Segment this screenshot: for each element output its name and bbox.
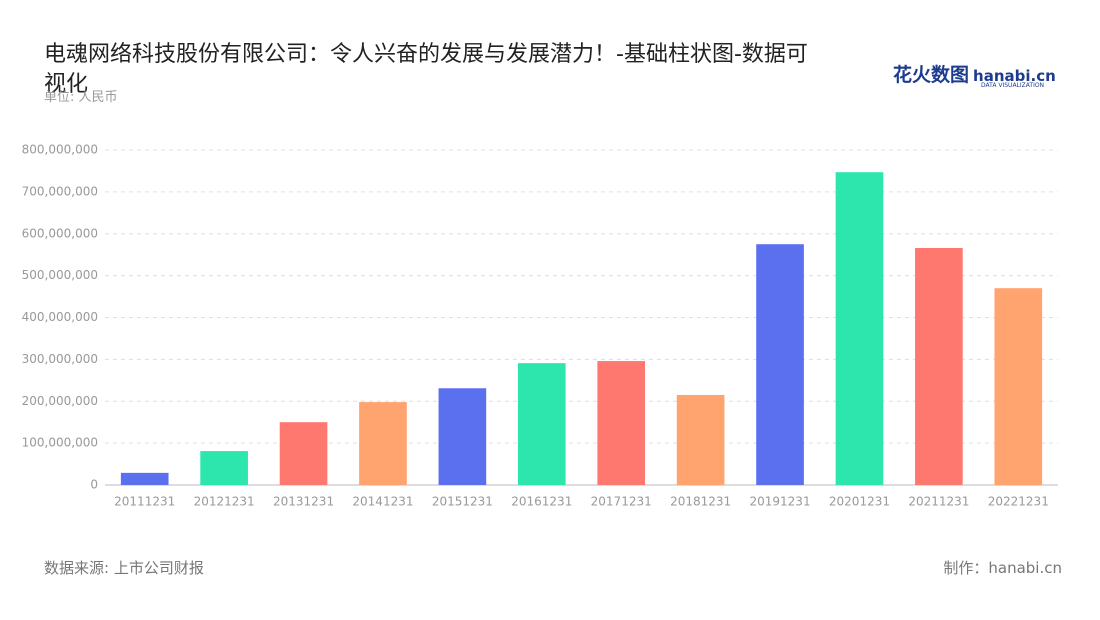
bar — [279, 422, 328, 485]
bar — [756, 244, 804, 485]
subtitle: 单位: 人民币 — [44, 90, 118, 105]
y-tick-label: 100,000,000 — [22, 436, 98, 450]
bar — [835, 172, 884, 485]
x-tick-label: 20171231 — [591, 495, 652, 509]
x-tick-label: 20141231 — [352, 495, 413, 509]
y-tick-label: 200,000,000 — [22, 394, 98, 408]
source: 数据来源: 上市公司财报 — [44, 559, 204, 577]
bar — [517, 363, 566, 485]
x-tick-label: 20131231 — [273, 495, 334, 509]
y-tick-label: 0 — [90, 478, 98, 492]
bar — [676, 394, 725, 485]
bar — [597, 361, 646, 485]
bar — [359, 402, 407, 485]
bar — [438, 388, 487, 485]
logo-tagline: DATA VISUALIZATION — [981, 82, 1045, 89]
logo: 花火数图 hanabi.cn DATA VISUALIZATION — [893, 60, 1056, 89]
x-tick-label: 20111231 — [114, 495, 175, 509]
y-tick-label: 800,000,000 — [22, 143, 98, 157]
y-tick-label: 700,000,000 — [22, 184, 98, 198]
x-tick-label: 20201231 — [829, 495, 890, 509]
y-tick-label: 500,000,000 — [22, 268, 98, 282]
x-tick-label: 20161231 — [511, 495, 572, 509]
y-tick-label: 300,000,000 — [22, 352, 98, 366]
bar — [994, 288, 1043, 485]
x-tick-label: 20151231 — [432, 495, 493, 509]
y-tick-label: 400,000,000 — [22, 310, 98, 324]
y-tick-label: 600,000,000 — [22, 226, 98, 240]
x-tick-label: 20221231 — [988, 495, 1049, 509]
x-tick-label: 20121231 — [194, 495, 255, 509]
bar — [915, 247, 963, 485]
chart-title: 电魂网络科技股份有限公司：令人兴奋的发展与发展潜力！-基础柱状图-数据可视化 — [44, 42, 808, 97]
bar — [120, 472, 169, 485]
x-tick-label: 20211231 — [908, 495, 969, 509]
logo-brand: hanabi.cn — [973, 67, 1056, 85]
x-tick-label: 20181231 — [670, 495, 731, 509]
credit: 制作：hanabi.cn — [943, 559, 1062, 577]
logo-text: 花火数图 — [893, 64, 970, 86]
x-tick-label: 20191231 — [750, 495, 811, 509]
bar — [200, 451, 248, 485]
